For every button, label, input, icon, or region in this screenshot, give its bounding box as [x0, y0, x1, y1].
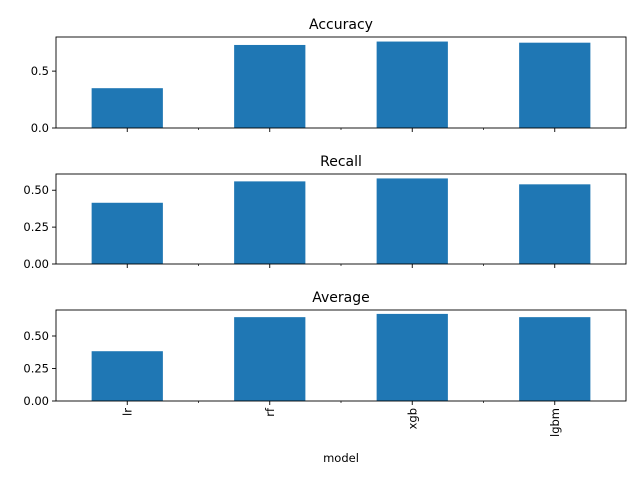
bar-2-0: [91, 351, 163, 401]
subplot-title-2: Average: [312, 290, 370, 306]
bar-1-1: [234, 181, 306, 264]
bar-0-0: [91, 88, 163, 128]
bar-0-3: [519, 42, 591, 128]
bar-1-2: [376, 178, 448, 264]
xtick-label-2-0: lr: [120, 408, 134, 416]
xtick-label-2-2: xgb: [405, 408, 419, 429]
ytick-label-2-2: 0.50: [23, 329, 49, 343]
bar-1-3: [519, 184, 591, 264]
bar-2-1: [234, 317, 306, 401]
subplot-2: 0.00 0.25 0.50 lr rf xgb lgbm Average model: [23, 290, 627, 465]
bar-0-2: [376, 41, 448, 128]
xtick-label-2-1: rf: [263, 407, 277, 417]
bar-2-3: [519, 317, 591, 401]
ytick-label-1-1: 0.25: [23, 220, 49, 234]
subplot-0: 0.0 0.5 Accuracy: [31, 17, 627, 135]
xtick-label-2-3: lgbm: [548, 408, 562, 437]
subplot-title-0: Accuracy: [309, 17, 373, 33]
ytick-label-2-0: 0.00: [23, 394, 49, 408]
bar-2-2: [376, 313, 448, 401]
bar-0-1: [234, 44, 306, 128]
subplot-title-1: Recall: [320, 154, 362, 170]
bar-1-0: [91, 202, 163, 264]
x-axis-label: model: [323, 451, 359, 465]
ytick-label-1-2: 0.50: [23, 183, 49, 197]
ytick-label-2-1: 0.25: [23, 362, 49, 376]
ytick-label-1-0: 0.00: [23, 257, 49, 271]
ytick-label-0-0: 0.0: [31, 121, 49, 135]
ytick-label-0-1: 0.5: [31, 64, 49, 78]
subplot-1: 0.00 0.25 0.50 Recall: [23, 154, 627, 271]
